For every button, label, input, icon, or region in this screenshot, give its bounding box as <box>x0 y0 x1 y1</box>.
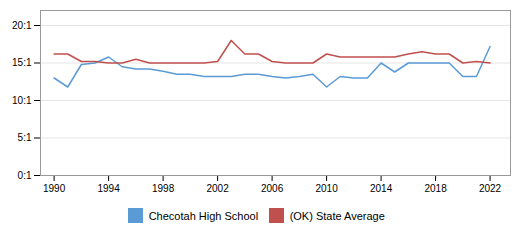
html-text:(OK) State Average: (OK) State Average <box>289 209 385 222</box>
svg-text:5:1: 5:1 <box>18 132 32 143</box>
svg-text:2022: 2022 <box>479 183 502 194</box>
svg-text:2010: 2010 <box>315 183 338 194</box>
html-text:Checotah High School: Checotah High School <box>148 209 259 222</box>
svg-text:0:1: 0:1 <box>18 170 32 181</box>
svg-text:2018: 2018 <box>424 183 447 194</box>
svg-text:20:1: 20:1 <box>12 20 32 31</box>
svg-text:2014: 2014 <box>370 183 393 194</box>
svg-text:1994: 1994 <box>97 183 120 194</box>
svg-text:1998: 1998 <box>152 183 175 194</box>
svg-text:15:1: 15:1 <box>12 57 32 68</box>
svg-text:1990: 1990 <box>43 183 66 194</box>
svg-text:2002: 2002 <box>206 183 229 194</box>
svg-text:2006: 2006 <box>261 183 284 194</box>
svg-text:10:1: 10:1 <box>12 95 32 106</box>
